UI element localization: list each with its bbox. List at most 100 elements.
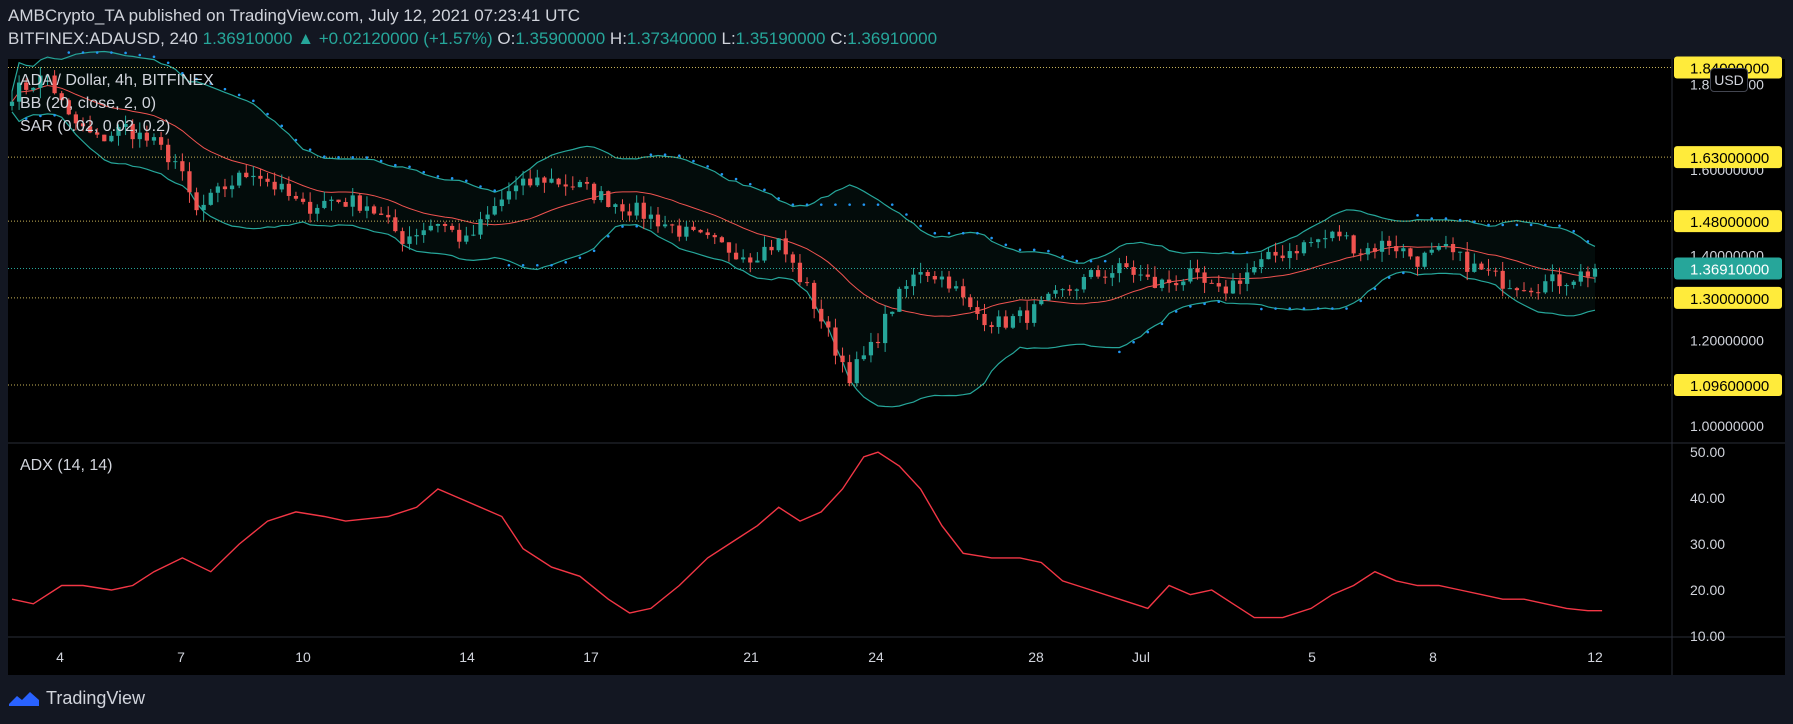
candle[interactable] <box>883 305 888 352</box>
candle[interactable] <box>769 240 774 255</box>
candle[interactable] <box>66 98 71 116</box>
candle[interactable] <box>1138 265 1143 282</box>
candle[interactable] <box>1095 265 1101 279</box>
candle[interactable] <box>1117 257 1122 283</box>
candle[interactable] <box>1245 263 1250 292</box>
candle[interactable] <box>1514 286 1520 297</box>
candle[interactable] <box>584 176 590 190</box>
candle[interactable] <box>1408 247 1413 260</box>
candle[interactable] <box>1493 267 1498 277</box>
candle[interactable] <box>1181 278 1186 291</box>
tradingview-footer[interactable]: TradingView <box>8 688 145 709</box>
candle[interactable] <box>1351 234 1356 258</box>
candle[interactable] <box>1081 274 1087 293</box>
candle[interactable] <box>258 169 263 187</box>
candle[interactable] <box>38 66 43 99</box>
candle[interactable] <box>613 203 618 214</box>
candle[interactable] <box>627 203 632 221</box>
candle[interactable] <box>1294 244 1299 260</box>
candle[interactable] <box>123 115 128 136</box>
candle[interactable] <box>45 73 50 86</box>
candle[interactable] <box>1344 231 1349 240</box>
candle[interactable] <box>911 267 916 296</box>
candle[interactable] <box>24 78 29 95</box>
candle[interactable] <box>1145 264 1150 280</box>
candle[interactable] <box>1195 259 1200 280</box>
candle[interactable] <box>648 206 653 230</box>
candle[interactable] <box>151 133 157 145</box>
candle[interactable] <box>1103 270 1108 284</box>
candle[interactable] <box>1287 243 1292 269</box>
candle[interactable] <box>1394 235 1399 259</box>
candle[interactable] <box>1237 272 1243 295</box>
candle[interactable] <box>939 270 945 288</box>
candle[interactable] <box>776 237 781 253</box>
candle[interactable] <box>712 232 717 245</box>
candle[interactable] <box>95 128 100 139</box>
candle[interactable] <box>386 206 391 224</box>
candle[interactable] <box>215 182 220 203</box>
candle[interactable] <box>173 154 178 169</box>
sar-legend[interactable]: SAR (0.02, 0.02, 0.2) <box>20 118 171 135</box>
candle[interactable] <box>244 164 249 179</box>
candle[interactable] <box>286 176 291 201</box>
candle[interactable] <box>1472 253 1477 273</box>
candle[interactable] <box>449 223 455 233</box>
candle[interactable] <box>158 131 164 151</box>
candle[interactable] <box>1450 237 1456 261</box>
candle[interactable] <box>591 182 597 204</box>
candle[interactable] <box>350 187 355 217</box>
candle[interactable] <box>109 131 114 143</box>
candle[interactable] <box>1308 237 1314 247</box>
candle[interactable] <box>797 254 803 286</box>
candle[interactable] <box>726 242 732 262</box>
candle[interactable] <box>279 174 284 193</box>
candle[interactable] <box>73 111 79 131</box>
candle[interactable] <box>1557 267 1562 294</box>
candle[interactable] <box>52 70 57 95</box>
candle[interactable] <box>662 215 668 229</box>
candle[interactable] <box>528 169 533 188</box>
candle[interactable] <box>9 91 15 111</box>
candle[interactable] <box>1323 229 1328 249</box>
candle[interactable] <box>31 87 36 93</box>
candle[interactable] <box>677 218 682 242</box>
candle[interactable] <box>1536 284 1541 300</box>
candle[interactable] <box>755 252 760 263</box>
candle[interactable] <box>471 224 476 237</box>
candle[interactable] <box>932 271 937 284</box>
candle[interactable] <box>1486 259 1491 276</box>
candle[interactable] <box>1166 270 1172 293</box>
candle[interactable] <box>897 286 902 313</box>
candle[interactable] <box>87 115 93 134</box>
candle[interactable] <box>208 188 213 206</box>
candle[interactable] <box>1252 261 1257 275</box>
candle[interactable] <box>194 187 199 216</box>
candle[interactable] <box>1003 310 1008 330</box>
candle[interactable] <box>925 269 930 282</box>
candle[interactable] <box>1266 247 1271 260</box>
candle[interactable] <box>954 280 959 292</box>
candle[interactable] <box>1507 279 1512 290</box>
candle[interactable] <box>748 253 753 273</box>
candle[interactable] <box>1067 284 1072 296</box>
candle[interactable] <box>1379 231 1385 262</box>
candle[interactable] <box>804 277 810 287</box>
candle[interactable] <box>1372 243 1378 259</box>
candle[interactable] <box>670 223 675 234</box>
candle[interactable] <box>272 172 277 196</box>
candle[interactable] <box>868 332 874 363</box>
candle[interactable] <box>762 236 767 263</box>
candle[interactable] <box>1422 251 1427 270</box>
candle[interactable] <box>1280 245 1285 262</box>
candle[interactable] <box>1230 273 1236 294</box>
candle[interactable] <box>300 192 306 205</box>
candle[interactable] <box>1358 248 1363 262</box>
candle[interactable] <box>1316 238 1321 249</box>
candle[interactable] <box>251 166 256 186</box>
candle[interactable] <box>16 75 22 110</box>
candle[interactable] <box>535 169 540 187</box>
candle[interactable] <box>506 182 512 205</box>
candle[interactable] <box>400 227 405 252</box>
